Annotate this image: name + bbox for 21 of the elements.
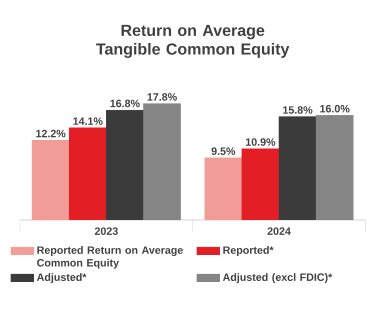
bar <box>204 158 242 220</box>
legend-label: Adjusted (excl FDIC)* <box>222 273 332 284</box>
data-label: 10.9% <box>246 138 276 146</box>
chart-title: Return on Average Tangible Common Equity <box>96 24 290 58</box>
data-label: 12.2% <box>36 130 66 138</box>
bar <box>106 110 144 220</box>
bar <box>68 128 107 220</box>
x-tick-label: 2024 <box>268 227 291 235</box>
data-label: 14.1% <box>73 117 103 125</box>
x-tick-label: 2023 <box>94 227 118 235</box>
bar <box>278 116 316 220</box>
data-label: 17.8% <box>148 93 177 101</box>
data-label: 9.5% <box>212 147 236 155</box>
bar <box>242 148 280 220</box>
legend-label: Reported Return on Average Common Equity <box>37 246 183 269</box>
legend-label: Reported* <box>223 246 274 256</box>
bar <box>32 140 70 220</box>
data-label: 16.0% <box>320 104 350 112</box>
data-label: 15.8% <box>283 106 312 114</box>
data-label: 16.8% <box>110 100 140 108</box>
legend-label: Adjusted* <box>36 273 86 284</box>
